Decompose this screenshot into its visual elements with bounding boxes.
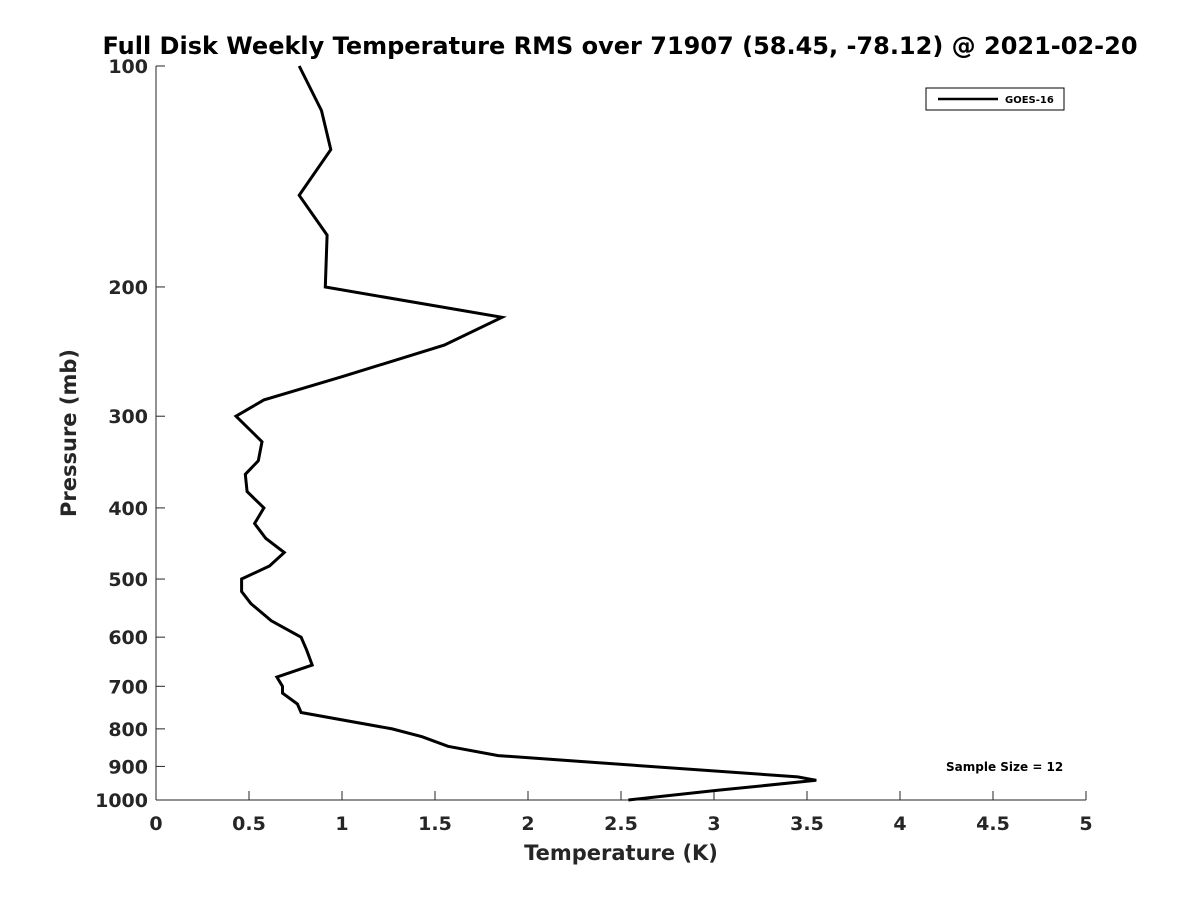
x-tick-label: 1.5 xyxy=(418,813,452,835)
y-tick-label: 100 xyxy=(108,56,148,78)
x-tick-label: 2 xyxy=(521,813,534,835)
y-tick-label: 400 xyxy=(108,498,148,520)
y-tick-label: 1000 xyxy=(95,790,148,812)
y-axis-title: Pressure (mb) xyxy=(57,349,81,517)
x-tick-label: 0.5 xyxy=(232,813,266,835)
sample-size-annotation: Sample Size = 12 xyxy=(946,760,1063,774)
x-tick-label: 4 xyxy=(893,813,906,835)
series-layer xyxy=(233,65,817,802)
x-tick-label: 3.5 xyxy=(790,813,824,835)
x-tick-label: 0 xyxy=(149,813,162,835)
legend: GOES-16 xyxy=(925,87,1065,111)
x-tick-label: 5 xyxy=(1079,813,1092,835)
series-line-goes-16 xyxy=(233,65,817,802)
y-tick-label: 900 xyxy=(108,756,148,778)
y-tick-label: 200 xyxy=(108,277,148,299)
x-tick-label: 1 xyxy=(335,813,348,835)
y-tick-label: 800 xyxy=(108,719,148,741)
x-tick-label: 4.5 xyxy=(976,813,1010,835)
x-axis-title: Temperature (K) xyxy=(524,841,718,865)
x-tick-label: 2.5 xyxy=(604,813,638,835)
x-tick-label: 3 xyxy=(707,813,720,835)
y-tick-label: 300 xyxy=(108,406,148,428)
y-tick-label: 600 xyxy=(108,627,148,649)
x-axis-ticks: 0 0.5 1 1.5 2 2.5 3 3.5 4 4.5 5 xyxy=(149,791,1093,835)
y-axis-ticks: 100 200 300 400 500 600 700 800 900 1000 xyxy=(95,56,165,812)
y-tick-label: 500 xyxy=(108,569,148,591)
y-tick-label: 700 xyxy=(108,676,148,698)
legend-label: GOES-16 xyxy=(1005,95,1054,106)
chart-title: Full Disk Weekly Temperature RMS over 71… xyxy=(102,32,1137,60)
